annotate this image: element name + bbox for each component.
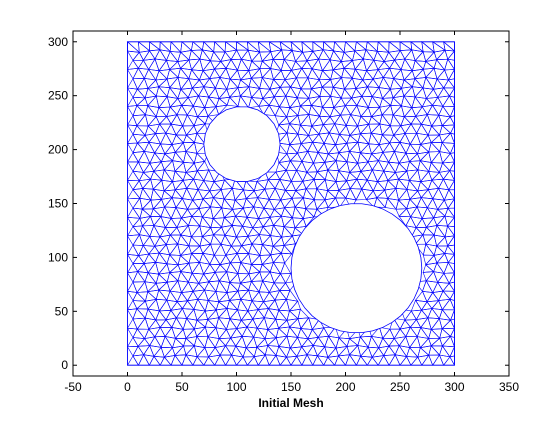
x-tick-label: -50: [64, 380, 82, 394]
x-tick-label: 350: [499, 380, 519, 394]
x-tick-label: 150: [281, 380, 301, 394]
mesh-triangle: [338, 328, 350, 340]
domain-boundary: [127, 41, 455, 366]
mesh-triangle: [245, 180, 258, 192]
y-tick-label: 0: [61, 358, 68, 372]
y-tick-label: 250: [48, 89, 68, 103]
hole-boundary: [290, 203, 423, 334]
x-tick-label: 200: [335, 380, 355, 394]
mesh-triangle: [288, 300, 301, 312]
y-tick-label: 100: [48, 250, 68, 264]
hole-boundary: [203, 106, 281, 182]
x-tick-label: 100: [226, 380, 246, 394]
y-tick-label: 200: [48, 143, 68, 157]
x-axis-label: Initial Mesh: [258, 396, 323, 410]
x-tick-label: 50: [175, 380, 189, 394]
x-tick-label: 0: [124, 380, 131, 394]
y-tick-label: 300: [48, 35, 68, 49]
mesh-triangle: [378, 326, 391, 339]
x-tick-label: 300: [444, 380, 464, 394]
mesh-triangle: [311, 318, 325, 330]
hole-fill: [291, 203, 422, 333]
mesh-triangle: [348, 328, 361, 340]
y-tick-label: 50: [55, 304, 69, 318]
tick-layer: -50 0 50 100 150 200 250 300 350 0 50 100 150 200 250 3…: [48, 31, 519, 394]
y-tick-label: 150: [48, 197, 68, 211]
axes-background: [73, 31, 509, 376]
mesh-triangle: [280, 262, 292, 275]
x-tick-label: 250: [390, 380, 410, 394]
mesh-layer: [126, 41, 456, 366]
hole-layer: [203, 106, 423, 334]
hole-fill: [203, 106, 281, 182]
